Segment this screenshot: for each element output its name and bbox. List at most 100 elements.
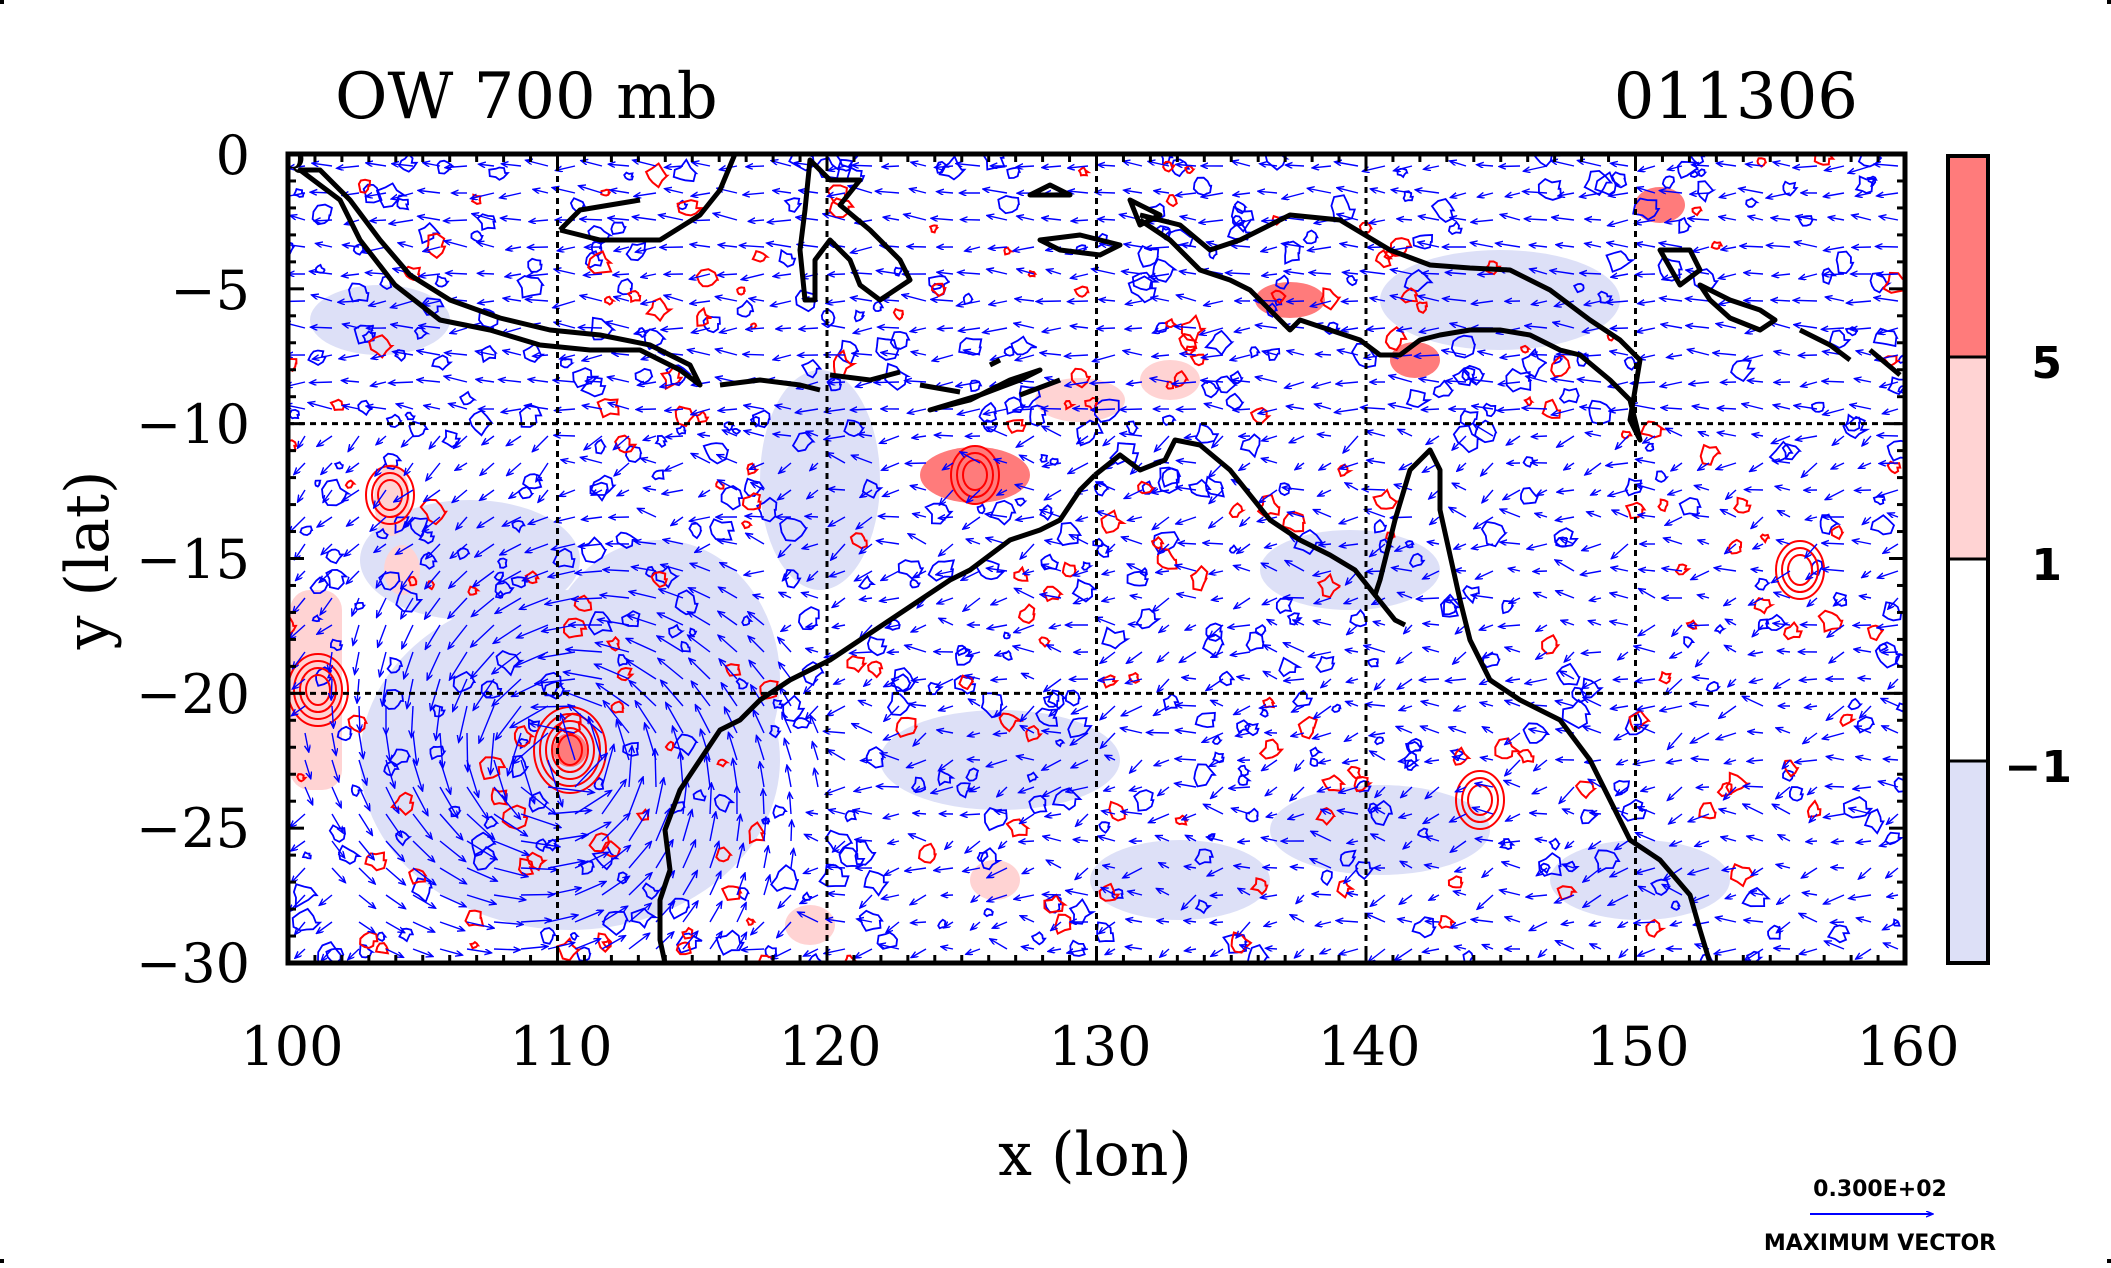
- wind-vector: [1877, 971, 1898, 976]
- wind-vector: [1320, 544, 1331, 545]
- wind-vector: [312, 327, 333, 328]
- wind-vector: [266, 544, 278, 556]
- wind-vector: [885, 976, 899, 984]
- wind-vector: [1859, 678, 1871, 679]
- y-tick-label: −15: [136, 528, 250, 591]
- wind-vector: [260, 355, 278, 361]
- wind-vector: [1158, 976, 1169, 989]
- wind-vector: [1484, 976, 1493, 987]
- x-tick-label: 110: [509, 1015, 612, 1078]
- wind-vector: [1123, 976, 1142, 986]
- wind-vector: [447, 273, 467, 274]
- wind-vector: [667, 436, 683, 437]
- wind-vector: [763, 790, 764, 814]
- wind-vector: [883, 166, 899, 167]
- wind-vector: [1373, 976, 1386, 981]
- wind-vector: [390, 382, 413, 383]
- wind-vector: [1098, 328, 1115, 329]
- wind-vector: [727, 976, 737, 978]
- wind-vector: [1267, 948, 1278, 949]
- wind-vector: [743, 975, 764, 977]
- wind-vector: [371, 976, 386, 989]
- wind-vector: [1500, 166, 1520, 167]
- wind-vector: [494, 949, 519, 950]
- wind-vector: [256, 409, 278, 415]
- wind-vector: [1071, 976, 1088, 978]
- colorbar-segment: [1948, 156, 1988, 357]
- wind-vector: [1689, 625, 1709, 626]
- wind-vector: [1099, 219, 1115, 220]
- wind-vector: [1586, 219, 1601, 220]
- wind-vector: [1856, 976, 1871, 980]
- y-tick-label: −10: [136, 393, 250, 456]
- wind-vector: [269, 517, 278, 527]
- x-tick-label: 120: [778, 1015, 881, 1078]
- wind-vector: [267, 463, 279, 480]
- wind-vector: [1180, 971, 1196, 976]
- wind-vector: [1534, 571, 1547, 572]
- wind-vector: [257, 242, 278, 247]
- wind-vector: [1741, 246, 1763, 247]
- wind-vector: [1611, 976, 1628, 983]
- wind-vector: [1130, 624, 1143, 625]
- wind-vector: [1431, 976, 1439, 985]
- wind-vector: [1745, 301, 1763, 302]
- wind-vector: [1072, 220, 1088, 221]
- wind-vector: [1666, 976, 1682, 991]
- wind-vector: [1823, 543, 1844, 544]
- wind-vector: [1313, 894, 1331, 895]
- wind-vector: [467, 733, 468, 771]
- y-tick-label: −25: [136, 797, 250, 860]
- positive-ow-region: [1140, 360, 1200, 400]
- negative-ow-region: [760, 370, 880, 590]
- wind-vector: [1423, 273, 1439, 274]
- wind-vector: [1775, 948, 1790, 949]
- wind-vector: [266, 598, 278, 613]
- wind-vector: [266, 787, 278, 798]
- wind-vector: [906, 463, 926, 464]
- wind-vector: [1313, 976, 1331, 978]
- wind-vector: [1148, 733, 1169, 734]
- corner-mark: [2107, 1259, 2111, 1263]
- wind-vector: [1878, 435, 1898, 436]
- y-tick-label: 0: [216, 124, 250, 187]
- wind-vector: [939, 328, 953, 329]
- wind-vector: [1581, 273, 1601, 274]
- wind-vector: [1827, 976, 1844, 986]
- wind-vector: [1121, 409, 1142, 410]
- wind-vector: [291, 976, 305, 985]
- x-tick-labels: 100 110 120 130 140 150 160: [240, 1015, 1959, 1078]
- wind-vector: [1287, 165, 1305, 166]
- wind-vector: [1611, 328, 1628, 329]
- wind-vector: [1772, 300, 1790, 301]
- wind-vector: [690, 976, 710, 980]
- wind-vector: [746, 516, 764, 517]
- wind-vector: [331, 679, 332, 699]
- wind-vector: [1832, 867, 1844, 868]
- wind-vector: [1503, 976, 1521, 981]
- wind-vector: [264, 949, 278, 960]
- wind-vector: [586, 381, 602, 382]
- wind-vector: [255, 328, 278, 332]
- wind-vector: [971, 971, 980, 976]
- wind-vector: [808, 973, 818, 976]
- wind-vector: [992, 976, 1007, 983]
- wind-vector: [266, 706, 279, 716]
- wind-vector: [1529, 976, 1547, 986]
- wind-vector: [258, 378, 278, 382]
- wind-vector: [440, 976, 459, 980]
- wind-vector: [879, 327, 899, 328]
- wind-vector: [1823, 381, 1844, 382]
- wind-vector: [878, 786, 900, 787]
- wind-vector: [1099, 976, 1116, 982]
- wind-vector: [1877, 247, 1899, 248]
- x-tick-label: 140: [1317, 1015, 1420, 1078]
- wind-vector: [263, 733, 278, 744]
- x-tick-label: 150: [1586, 1015, 1689, 1078]
- wind-vector: [521, 973, 544, 976]
- wind-vector: [1050, 976, 1061, 987]
- wind-vector: [467, 976, 488, 978]
- wind-vector: [264, 976, 278, 986]
- wind-vector: [1884, 759, 1898, 760]
- wind-vector: [1718, 408, 1736, 409]
